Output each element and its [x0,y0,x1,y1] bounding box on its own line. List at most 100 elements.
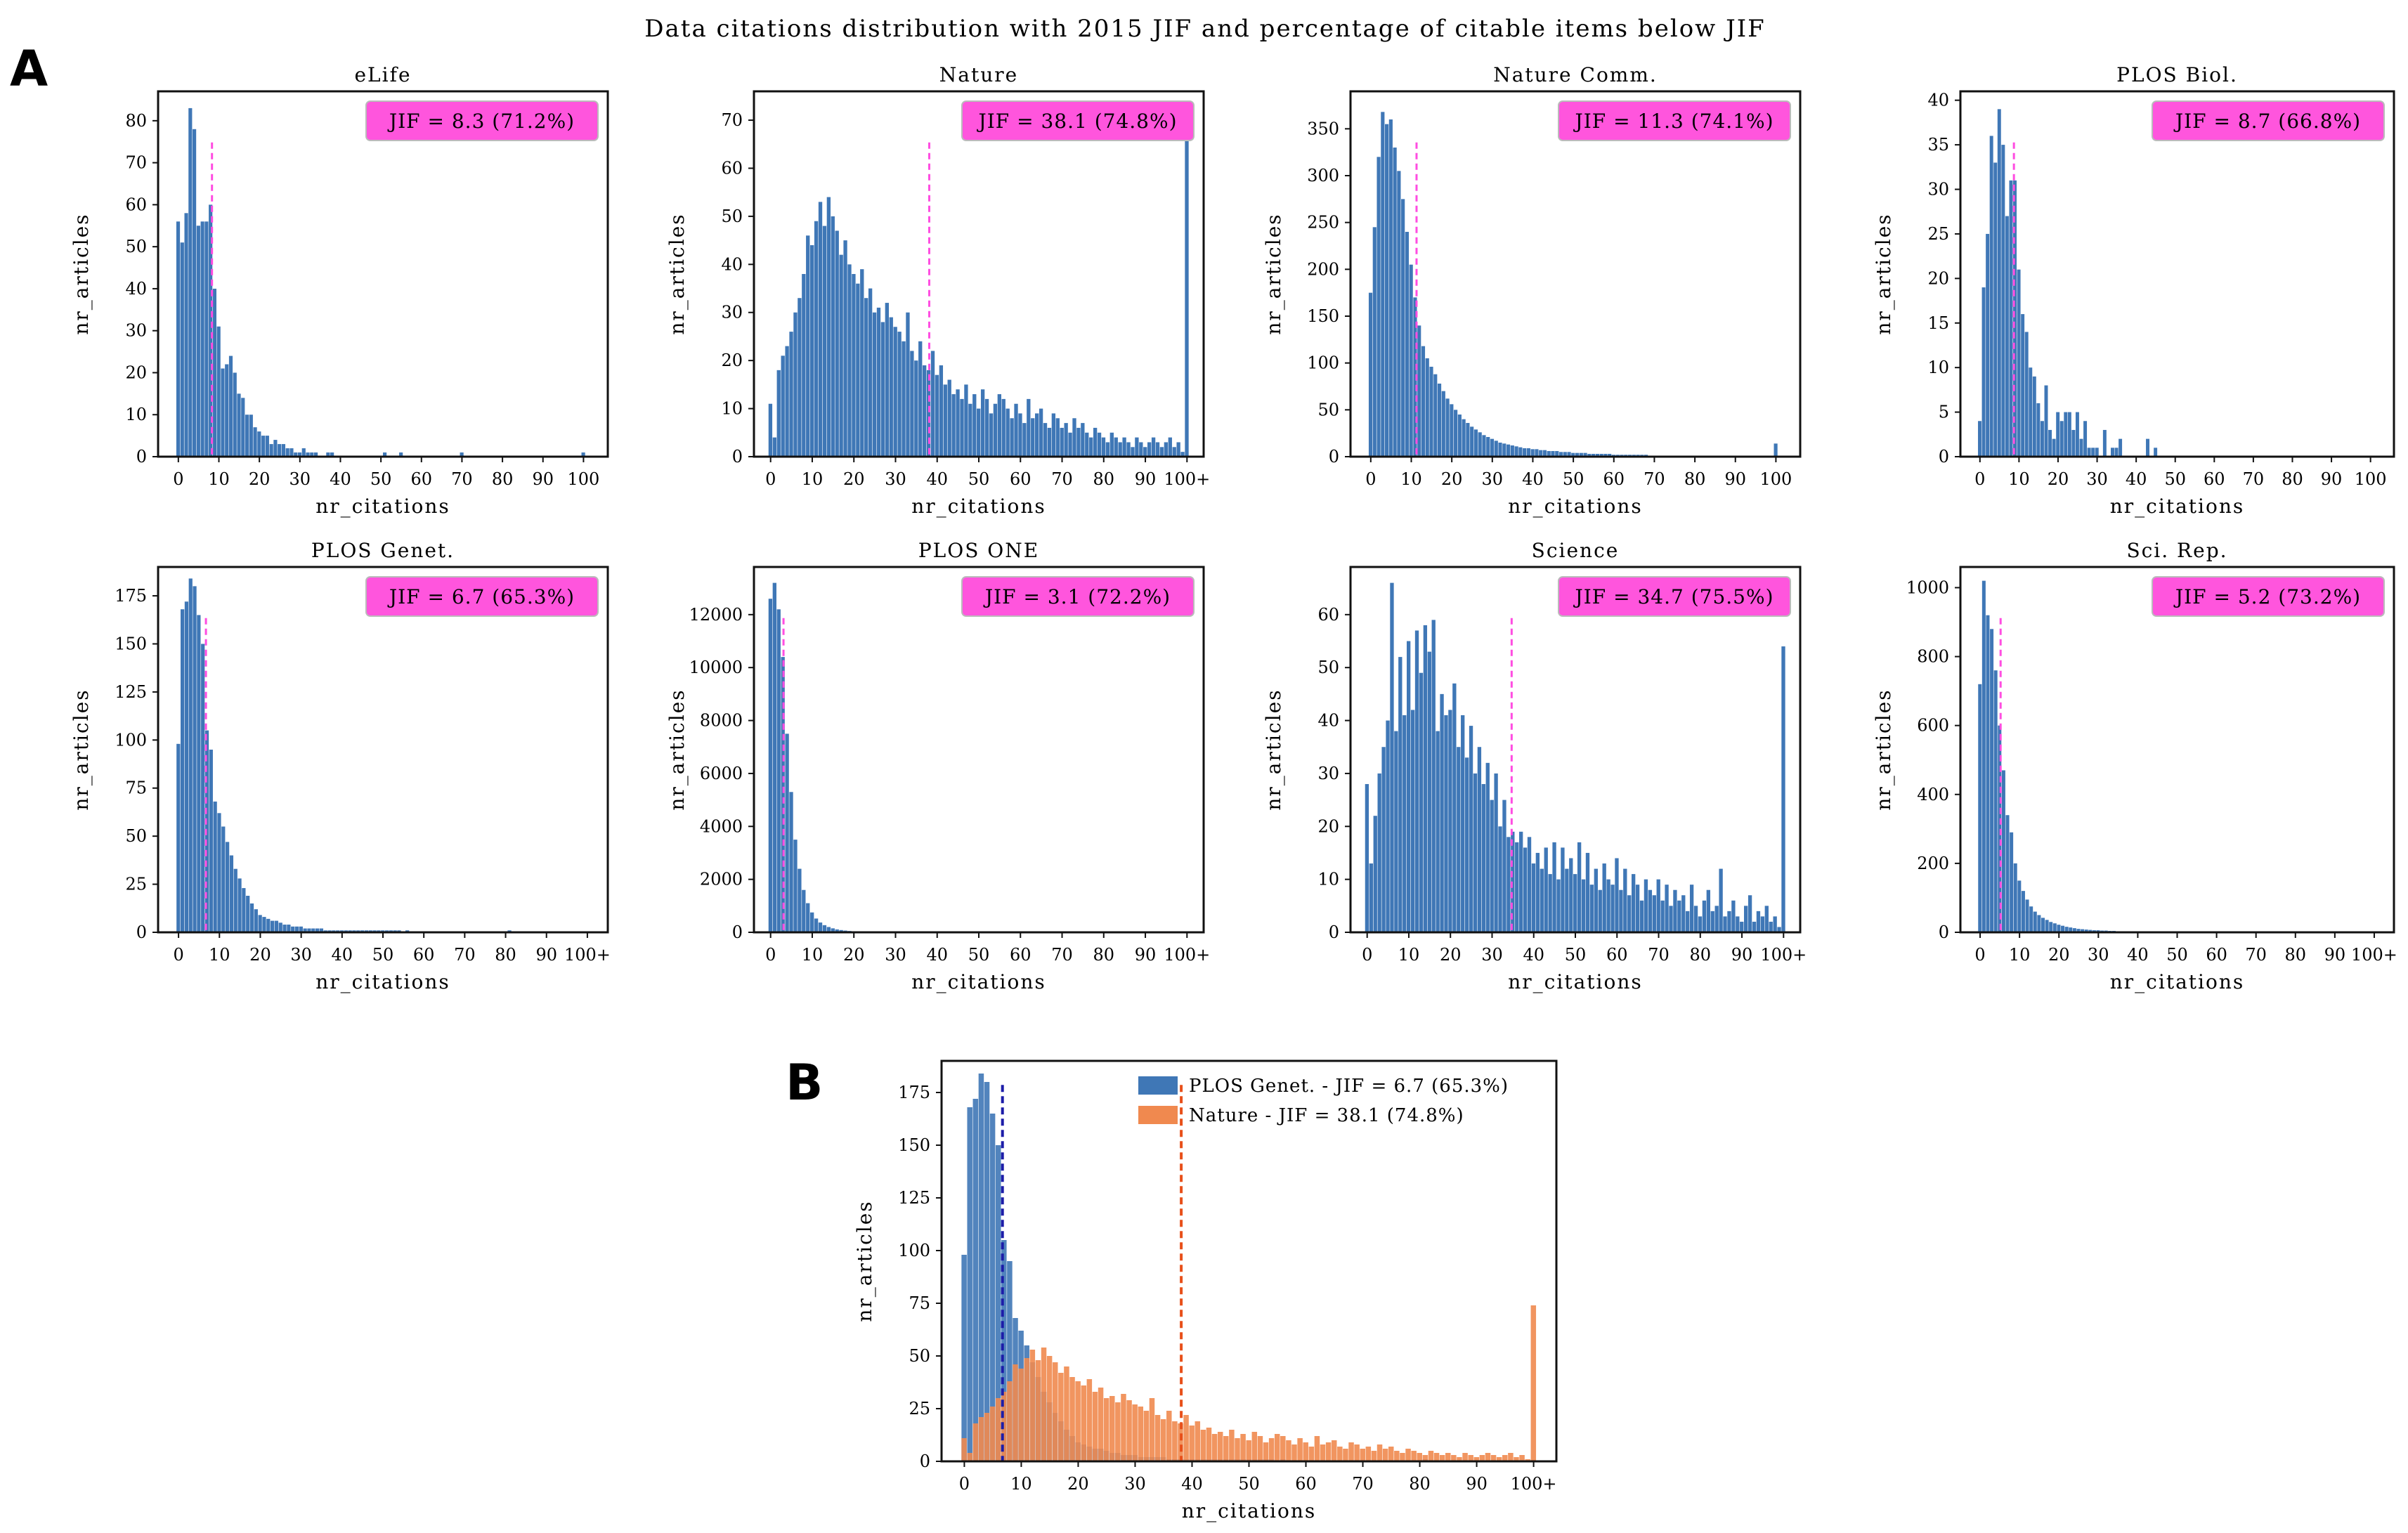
histogram-bar [1473,773,1478,932]
x-tick-label: 10 [208,469,230,489]
histogram-bar [1547,451,1551,457]
x-tick-label: 10 [2008,469,2030,489]
series-0 [768,120,1189,457]
histogram-bar [1706,889,1710,932]
histogram-bar [1526,448,1530,457]
histogram-bar [1010,418,1014,457]
histogram-bar [1561,847,1565,932]
jif-annotation-text: JIF = 38.1 (74.8%) [976,110,1177,133]
histogram-bar [1331,1440,1337,1461]
histogram-bar [2025,899,2029,932]
histogram-bar [960,398,964,457]
histogram-bar [810,912,814,932]
y-tick-label: 50 [125,237,147,256]
x-tick-label: 100+ [2351,945,2397,965]
histogram-bar [1431,620,1436,932]
histogram-bar [768,403,773,457]
histogram-bar [1760,916,1765,932]
histogram-bar [2009,180,2013,457]
histogram-bar [289,448,294,457]
histogram-bar [1035,413,1039,457]
histogram-bar [967,1107,972,1461]
histogram-bar [1581,879,1586,932]
histogram-bar [806,235,810,457]
y-tick-label: 0 [136,447,147,467]
histogram-bar [242,888,246,932]
histogram-bar [1445,398,1450,457]
histogram-bar [1539,450,1543,457]
histogram-bar [1240,1434,1246,1461]
histogram-bar [1457,747,1461,932]
histogram-bar [196,226,200,457]
x-tick-label: 40 [2126,469,2147,489]
x-tick-label: 20 [843,469,865,489]
histogram-bar [1652,895,1656,932]
histogram-bar [291,926,295,932]
histogram-bar [1013,1364,1018,1461]
histogram-bar [271,920,275,932]
chart-title: PLOS ONE [918,539,1039,562]
y-tick-label: 0 [732,922,743,942]
histogram-bar [1457,1457,1462,1461]
histogram-bar [1291,1444,1297,1461]
histogram-bar [1523,847,1528,932]
histogram-bar [301,448,306,457]
histogram-bar [2005,216,2009,457]
histogram-bar [914,360,918,457]
y-tick-label: 50 [1317,658,1339,677]
histogram-bar [802,889,806,932]
histogram-bar [1055,418,1060,457]
histogram-bar [856,283,860,457]
x-tick-label: 90 [532,469,554,489]
histogram-bar [831,216,835,457]
histogram-bar [947,379,951,457]
histogram-bar [184,601,189,932]
histogram-bar [2036,403,2041,457]
histogram-bar [1773,916,1777,932]
histogram-bar [2005,815,2010,932]
histogram-bar [1348,1442,1354,1461]
histogram-bar [1257,1436,1263,1461]
x-tick-label: 0 [1362,945,1372,965]
x-tick-label: 30 [1124,1474,1146,1494]
histogram-bar [1097,432,1102,457]
histogram-bar [1014,403,1018,457]
histogram-bar [1444,715,1448,932]
figure-suptitle: Data citations distribution with 2015 JI… [644,15,1765,43]
x-tick-label: 100 [2355,469,2387,489]
histogram-bar [997,394,1001,457]
y-tick-label: 40 [125,279,147,299]
histogram-bar [2029,367,2033,457]
histogram-bar [1377,1444,1383,1461]
x-tick-label: 70 [1352,1474,1374,1494]
series-1 [961,1305,1537,1461]
histogram-bar [1677,900,1681,932]
histogram-bar [961,1255,967,1461]
histogram-bar [843,240,847,457]
histogram-bar [1508,1453,1514,1461]
chart-title: PLOS Genet. [311,539,455,562]
histogram-bar [781,657,785,932]
histogram-bar [1274,1434,1280,1461]
histogram-bar [818,922,823,932]
histogram-bar [1086,1379,1093,1461]
axes-frame [1959,90,2395,458]
jif-annotation-box [961,100,1195,141]
histogram-bar [1502,800,1506,932]
histogram-bar [768,599,773,932]
histogram-bar [313,452,318,457]
histogram-bar [2021,314,2025,457]
histogram-bar [1388,1447,1394,1461]
histogram-bar [2029,906,2033,932]
histogram-bar [1698,916,1703,932]
histogram-bar [1401,199,1405,457]
x-tick-label: 80 [2282,469,2303,489]
histogram-bar [2146,438,2149,457]
chart-5: 0 2000 4000 6000 8000 10000 12000 0 10 20 30 40 50 60… [665,539,1210,993]
histogram-bar [776,370,781,457]
histogram-bar [995,1398,1001,1461]
jif-annotation-text: JIF = 3.1 (72.2%) [983,585,1171,608]
histogram-bar [1217,1432,1223,1461]
histogram-bar [1092,1392,1098,1461]
histogram-bar [978,1417,984,1461]
